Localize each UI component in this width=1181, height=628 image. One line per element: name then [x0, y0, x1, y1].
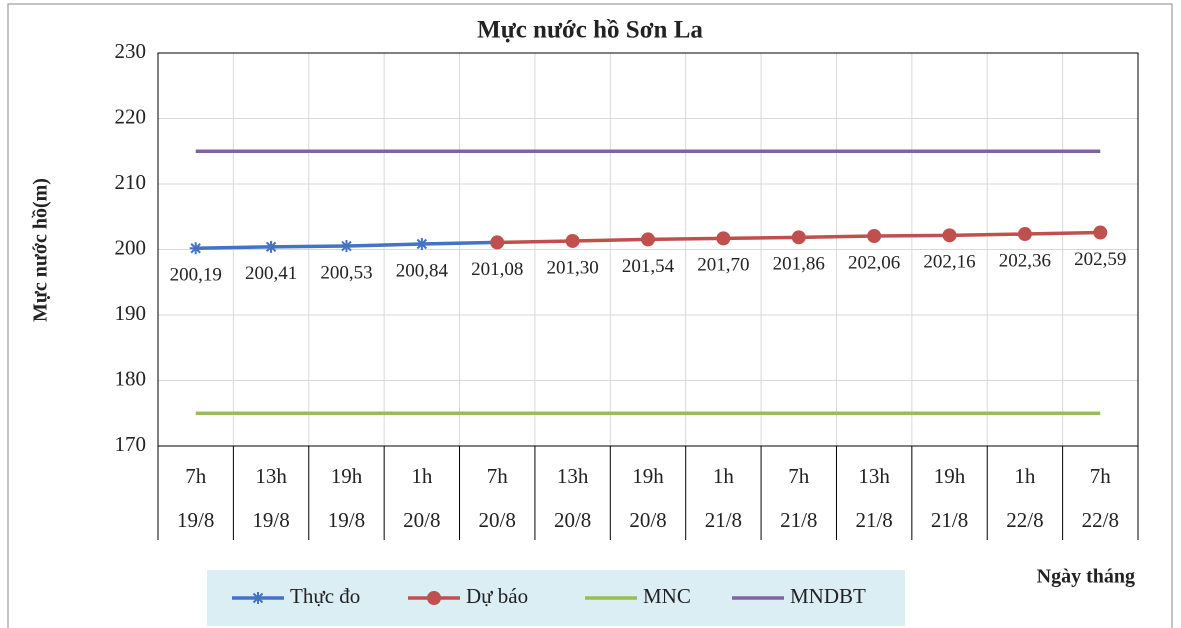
x-tick-label: 21/8: [705, 508, 742, 532]
x-tick-label: 20/8: [479, 508, 516, 532]
legend-label: Thực đo: [290, 584, 360, 608]
point: [565, 233, 580, 248]
point: [791, 230, 806, 245]
x-axis-label: Ngày tháng: [1037, 566, 1135, 588]
point: [340, 240, 353, 253]
x-tick-label: 20/8: [629, 508, 666, 532]
legend-box: [207, 570, 905, 626]
x-tick-label: 1h: [411, 464, 433, 488]
data-label: 200,84: [396, 260, 449, 281]
x-tick-label: 19/8: [252, 508, 289, 532]
point: [1093, 225, 1108, 240]
chart-frame: [7, 3, 1173, 628]
point: [490, 235, 505, 250]
y-tick-label: 230: [115, 39, 147, 63]
point: [252, 592, 264, 604]
data-label: 200,19: [170, 265, 222, 286]
x-tick-label: 20/8: [403, 508, 440, 532]
x-tick-label: 1h: [1014, 464, 1036, 488]
data-label: 202,16: [923, 252, 975, 273]
point: [265, 240, 278, 253]
point: [942, 228, 957, 243]
y-tick-label: 210: [115, 170, 147, 194]
x-tick-label: 7h: [487, 464, 509, 488]
point: [641, 232, 655, 247]
x-tick-label: 13h: [255, 464, 287, 488]
point: [716, 231, 731, 246]
point: [427, 591, 441, 605]
x-tick-label: 21/8: [780, 508, 817, 532]
x-tick-label: 19/8: [328, 508, 365, 532]
data-label: 202,06: [848, 252, 900, 273]
data-label: 202,36: [999, 250, 1051, 271]
data-label: 202,59: [1074, 249, 1126, 270]
x-tick-label: 21/8: [931, 508, 968, 532]
legend-label: MNDBT: [790, 584, 866, 608]
x-tick-label: 19h: [632, 464, 664, 488]
legend-label: MNC: [643, 584, 691, 608]
point: [1017, 227, 1032, 242]
y-tick-label: 180: [115, 366, 147, 390]
x-tick-label: 1h: [713, 464, 735, 488]
x-tick-label: 7h: [185, 464, 207, 488]
data-label: 201,54: [622, 256, 675, 277]
x-tick-label: 19h: [331, 464, 363, 488]
x-tick-label: 21/8: [855, 508, 892, 532]
x-tick-label: 7h: [788, 464, 810, 488]
x-tick-label: 22/8: [1082, 508, 1119, 532]
x-tick-label: 20/8: [554, 508, 591, 532]
x-tick-label: 19/8: [177, 508, 214, 532]
x-tick-label: 13h: [858, 464, 890, 488]
data-label: 200,41: [245, 263, 297, 284]
y-axis-label: Mực nước hồ(m): [30, 178, 52, 322]
plot-border: [157, 52, 1139, 447]
data-label: 201,30: [546, 257, 598, 278]
point: [189, 242, 202, 255]
data-label: 201,70: [697, 255, 749, 276]
point: [867, 229, 882, 244]
x-tick-label: 13h: [557, 464, 589, 488]
y-tick-label: 220: [115, 104, 147, 128]
y-tick-label: 200: [115, 235, 147, 259]
chart-title: Mực nước hồ Sơn La: [477, 17, 703, 44]
point: [415, 237, 428, 250]
x-tick-label: 22/8: [1006, 508, 1043, 532]
x-tick-label: 7h: [1090, 464, 1112, 488]
y-tick-label: 170: [115, 432, 147, 456]
x-tick-label: 19h: [934, 464, 966, 488]
data-label: 200,53: [320, 262, 372, 283]
data-label: 201,08: [471, 259, 523, 280]
legend-label: Dự báo: [466, 584, 528, 608]
y-tick-label: 190: [115, 301, 147, 325]
data-label: 201,86: [773, 254, 825, 275]
